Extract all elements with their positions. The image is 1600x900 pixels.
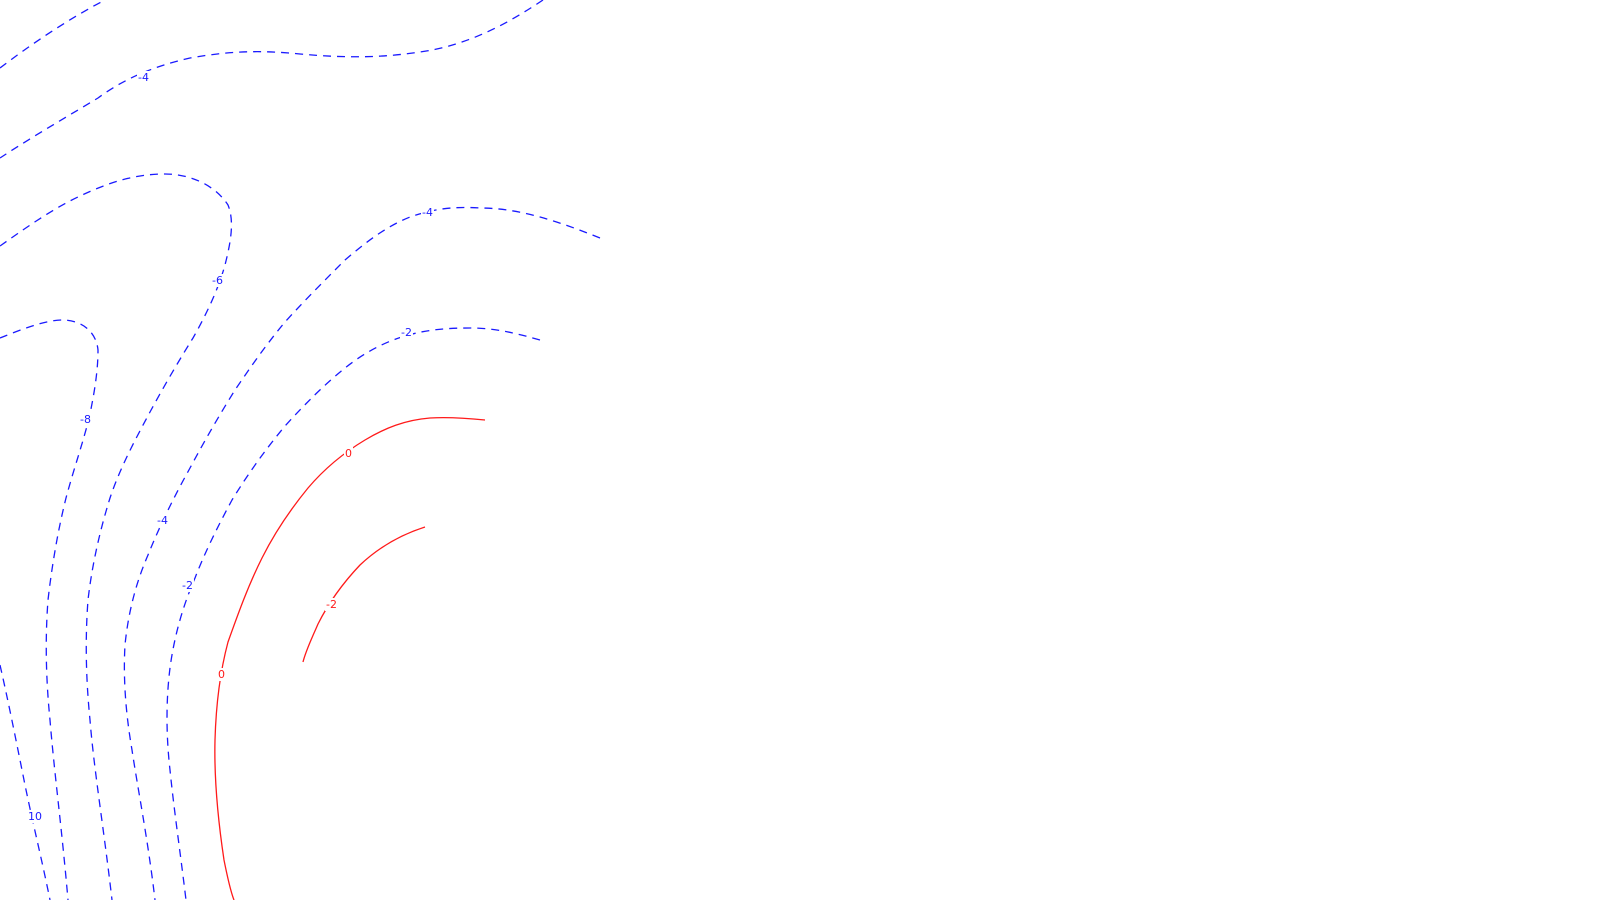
contour-label-zero-lower: 0	[218, 668, 225, 681]
contour-label-2-arch-upper: -2	[401, 326, 412, 339]
contour-label-6-loop: -6	[212, 274, 223, 287]
label-mask	[211, 274, 224, 287]
contour-label-upper-arch-lower: -4	[157, 514, 168, 527]
contour-label-8-loop: -8	[80, 413, 91, 426]
contour-line-2-arch	[166, 327, 541, 900]
contour-line-6-loop	[0, 173, 233, 900]
contour-labels: -4 -4 -6 -8 -4 -2 -2 0 0 -2 10	[27, 71, 434, 823]
contour-line-8-loop	[0, 319, 99, 900]
contour-line-top-left	[0, 0, 106, 69]
contour-label-minus-two: -2	[326, 598, 337, 611]
label-mask	[217, 668, 226, 681]
contour-label-2-arch-lower: -2	[182, 579, 193, 592]
solid-contours	[214, 416, 486, 900]
contour-label-zero-upper: 0	[345, 447, 352, 460]
label-mask	[344, 447, 353, 460]
label-mask	[181, 579, 194, 592]
label-mask	[79, 413, 92, 426]
label-mask	[27, 810, 43, 823]
contour-label-top-band: -4	[138, 71, 149, 84]
label-mask	[400, 326, 413, 339]
contour-label-upper-arch: -4	[422, 206, 433, 219]
contour-label-10: 10	[28, 810, 42, 823]
contour-line-minus-two	[302, 526, 426, 663]
label-mask	[325, 598, 338, 611]
label-mask	[137, 71, 150, 84]
label-mask	[156, 514, 169, 527]
label-mask	[421, 206, 434, 219]
contour-line-10	[0, 664, 51, 900]
contour-line-zero	[214, 416, 486, 900]
